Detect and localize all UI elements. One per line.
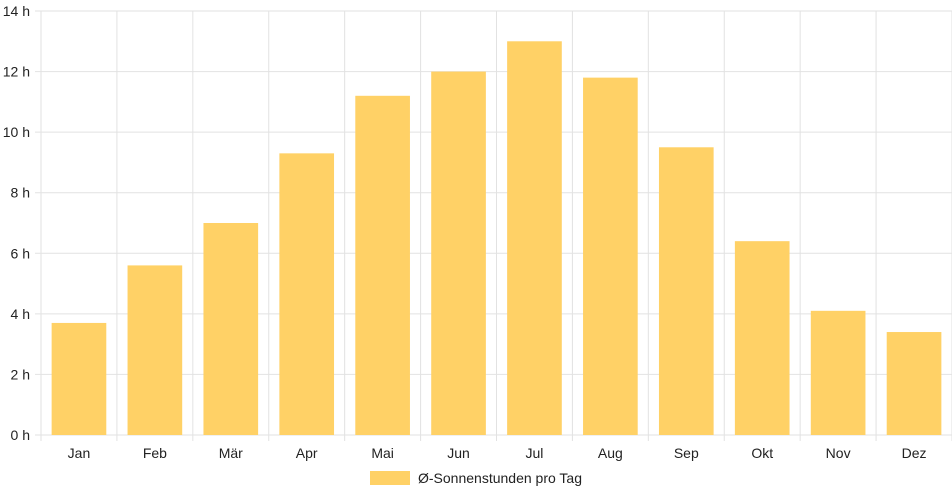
bar[interactable] [583,77,638,435]
bar[interactable] [810,310,866,435]
bar[interactable] [279,153,335,436]
y-tick-label: 10 h [3,124,30,140]
bar[interactable] [355,95,410,436]
y-tick-label: 6 h [11,245,30,261]
bar[interactable] [51,322,107,435]
bar[interactable] [886,332,942,435]
y-tick-label: 8 h [11,185,30,201]
x-tick-label: Dez [902,445,927,461]
bar[interactable] [507,41,562,436]
bar[interactable] [734,241,790,435]
bar[interactable] [431,71,486,436]
bar-chart: 0 h 2 h 4 h 6 h 8 h 10 h 12 h 14 h Jan Feb Mär Apr… [3,3,952,461]
y-tick-label: 2 h [11,366,30,382]
y-axis-ticks: 0 h 2 h 4 h 6 h 8 h 10 h 12 h 14 h [3,3,30,443]
x-tick-label: Mai [371,445,394,461]
y-tick-label: 4 h [11,306,30,322]
x-tick-label: Nov [826,445,851,461]
y-tick-label: 12 h [3,64,30,80]
x-tick-label: Aug [598,445,623,461]
bar[interactable] [203,223,259,435]
legend-swatch [370,471,410,485]
x-axis-ticks: Jan Feb Mär Apr Mai Jun Jul Aug Sep Okt Nov Dez [68,445,927,461]
x-tick-label: Mär [219,445,243,461]
legend-label: Ø-Sonnenstunden pro Tag [418,470,582,486]
x-tick-label: Apr [296,445,318,461]
x-tick-label: Sep [674,445,699,461]
grid-lines [35,10,952,441]
bar[interactable] [127,265,183,435]
y-tick-label: 14 h [3,3,30,19]
x-tick-label: Jun [447,445,470,461]
y-tick-label: 0 h [11,427,30,443]
x-tick-label: Okt [751,445,773,461]
bars [51,41,942,436]
x-tick-label: Jul [526,445,544,461]
x-tick-label: Jan [68,445,91,461]
legend[interactable]: Ø-Sonnenstunden pro Tag [0,470,952,486]
x-tick-label: Feb [143,445,167,461]
bar[interactable] [658,147,714,436]
